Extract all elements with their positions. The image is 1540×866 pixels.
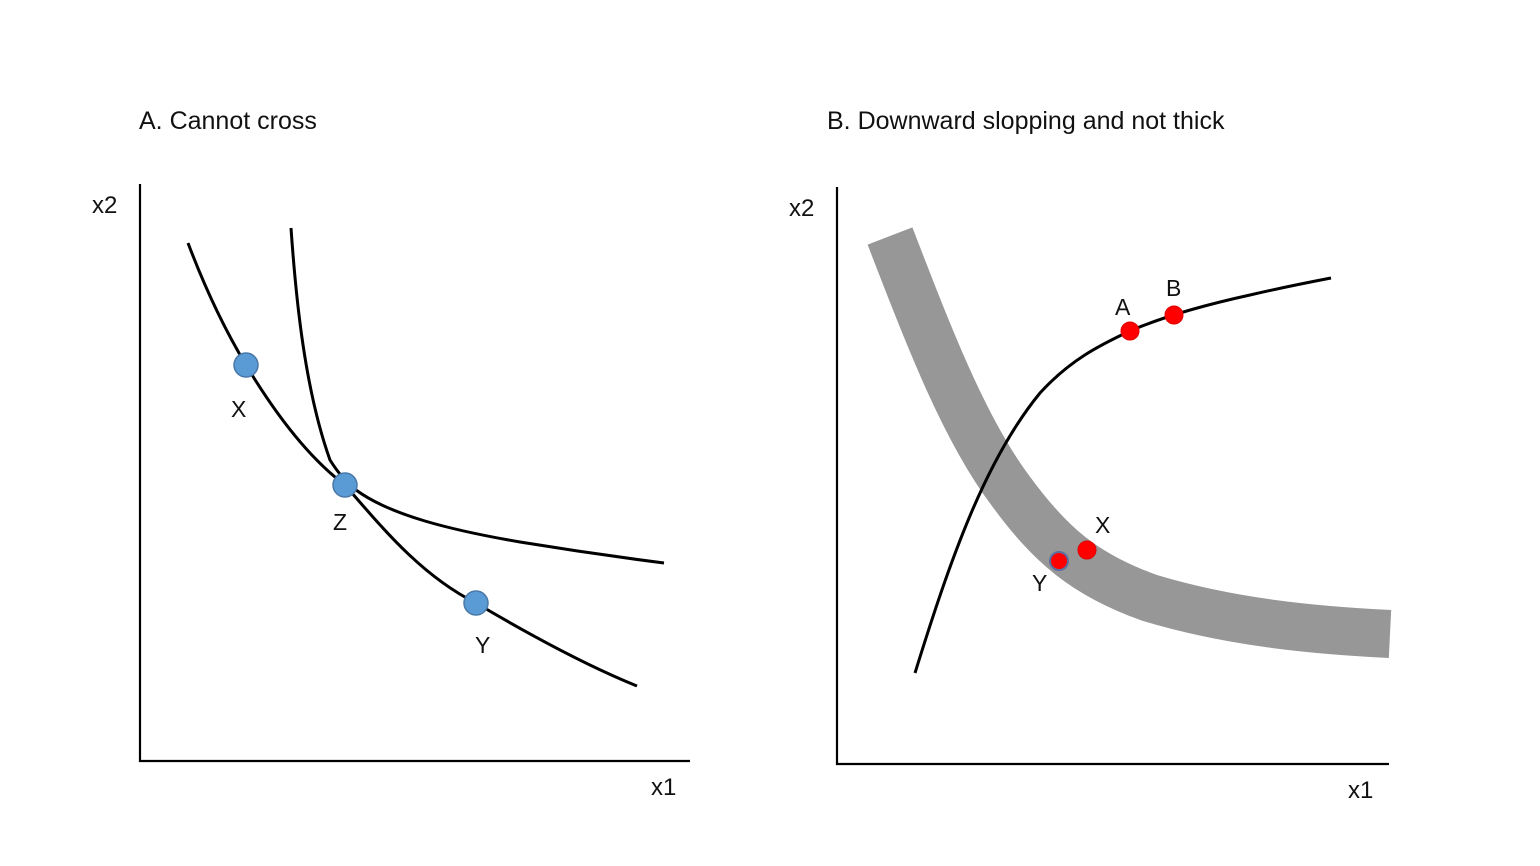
panel-a-indifference-curve-2 (289, 227, 665, 565)
panel-a-point-x (233, 352, 259, 378)
panel-a-indifference-curve-1 (186, 242, 638, 688)
panel-a-axes (138, 184, 690, 763)
panel-b-point-x-label: X (1095, 512, 1110, 538)
panel-b-axes (835, 187, 1389, 766)
panel-a-point-z (332, 472, 358, 498)
panel-a-point-x-label: X (231, 396, 246, 422)
panel-b-point-y-label: Y (1032, 570, 1047, 596)
panel-b-point-b-label: B (1166, 275, 1181, 301)
panel-b-point-a (1120, 321, 1140, 341)
panel-a-point-z-label: Z (333, 509, 347, 535)
panel-b-upward-curve (913, 276, 1332, 674)
panel-a-y-axis-label: x2 (92, 192, 117, 219)
panel-a-point-y (463, 590, 489, 616)
panel-b-y-axis-label: x2 (789, 195, 814, 222)
panel-b-point-y (1049, 551, 1069, 571)
panel-b-thick-indifference-band (867, 227, 1392, 658)
panel-a-x-axis-label: x1 (651, 774, 676, 801)
panel-b: B. Downward slopping and not thick x2 x1… (789, 107, 1392, 804)
panel-b-point-b (1164, 305, 1184, 325)
panel-a-point-y-label: Y (475, 632, 490, 658)
panel-a-title: A. Cannot cross (139, 107, 317, 135)
panel-b-x-axis-label: x1 (1348, 777, 1373, 804)
panel-b-point-x (1077, 540, 1097, 560)
panel-b-title: B. Downward slopping and not thick (827, 107, 1225, 135)
panel-b-point-a-label: A (1115, 294, 1131, 320)
panel-a: A. Cannot cross x2 x1 X Z Y (92, 107, 690, 801)
